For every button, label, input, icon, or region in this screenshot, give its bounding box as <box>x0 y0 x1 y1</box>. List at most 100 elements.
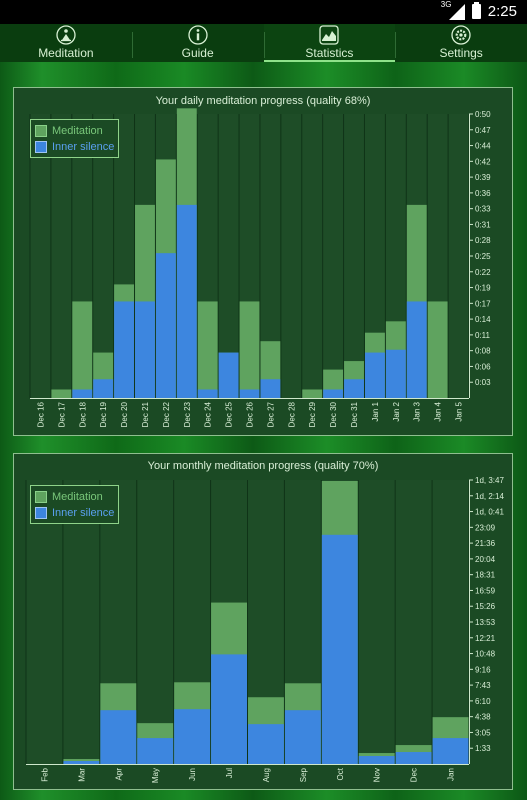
y-tick-label: 1:33 <box>475 744 491 753</box>
legend-swatch-inner-silence <box>35 141 47 153</box>
x-tick-label: Jan 1 <box>371 401 380 421</box>
x-tick-label: Jan 4 <box>434 401 443 421</box>
chart-legend: Meditation Inner silence <box>30 485 120 524</box>
tab-label: Guide <box>181 46 214 60</box>
y-tick-label: 0:39 <box>475 173 491 182</box>
y-tick-label: 10:48 <box>475 650 496 659</box>
x-tick-label: Aug <box>262 768 271 782</box>
bar-inner-silence <box>93 379 114 398</box>
y-tick-label: 0:44 <box>475 142 491 151</box>
x-tick-label: Dec 21 <box>141 401 150 427</box>
bar-inner-silence <box>211 654 247 764</box>
bar-inner-silence <box>358 756 395 764</box>
y-tick-label: 0:31 <box>475 220 491 229</box>
status-time: 2:25 <box>487 2 517 20</box>
x-tick-label: Dec 22 <box>162 401 171 427</box>
legend-swatch-inner-silence <box>35 507 47 519</box>
gear-icon <box>451 25 471 45</box>
x-tick-label: Feb <box>40 767 49 781</box>
legend-item-inner-silence: Inner silence <box>35 505 114 521</box>
y-tick-label: 15:26 <box>475 602 496 611</box>
y-tick-label: 0:14 <box>475 315 491 324</box>
y-tick-label: 0:03 <box>475 378 491 387</box>
x-tick-label: Dec 31 <box>350 401 359 427</box>
bar-meditation <box>302 389 323 398</box>
bar-inner-silence <box>174 709 211 764</box>
y-tick-label: 6:10 <box>475 697 491 706</box>
x-tick-label: Dec 25 <box>225 401 234 427</box>
y-tick-label: 9:16 <box>475 665 491 674</box>
network-type: 3G <box>440 0 452 9</box>
y-tick-label: 1d, 0:41 <box>475 508 504 517</box>
tab-statistics[interactable]: Statistics <box>263 24 396 62</box>
bar-inner-silence <box>100 710 137 764</box>
bar-inner-silence <box>239 389 260 398</box>
bar-inner-silence <box>385 349 406 398</box>
legend-item-meditation: Meditation <box>35 489 114 505</box>
y-tick-label: 7:43 <box>475 681 491 690</box>
y-tick-label: 4:38 <box>475 713 491 722</box>
monthly-chart: 1:33 3:05 4:38 6:10 7:43 9:16 10:48 12:21 13:53 1… <box>25 476 504 783</box>
tab-settings[interactable]: Settings <box>395 24 527 62</box>
x-tick-label: Dec 30 <box>329 401 338 427</box>
bar-inner-silence <box>155 253 176 398</box>
x-tick-label: Oct <box>336 767 345 780</box>
chart-legend: Meditation Inner silence <box>30 119 120 158</box>
x-tick-label: Jan 3 <box>413 401 422 421</box>
daily-progress-panel: Your daily meditation progress (quality … <box>13 87 513 436</box>
bar-inner-silence <box>432 738 469 764</box>
y-tick-label: 0:33 <box>475 205 491 214</box>
y-tick-label: 0:50 <box>475 110 491 119</box>
x-tick-label: Dec 19 <box>99 401 108 427</box>
bar-inner-silence <box>176 204 197 398</box>
x-tick-label: Dec 24 <box>204 401 213 427</box>
x-tick-label: Dec 16 <box>36 401 45 427</box>
legend-swatch-meditation <box>35 491 47 503</box>
y-tick-label: 18:31 <box>475 571 496 580</box>
y-tick-label: 1d, 3:47 <box>475 476 504 485</box>
tab-label: Statistics <box>305 46 354 60</box>
x-tick-label: Jan 2 <box>392 401 401 421</box>
y-tick-label: 0:08 <box>475 347 491 356</box>
y-tick-label: 12:21 <box>475 634 496 643</box>
legend-label: Meditation <box>52 491 103 503</box>
bar-inner-silence <box>135 301 155 398</box>
signal-icon: 3G <box>441 0 465 20</box>
y-tick-label: 0:17 <box>475 299 491 308</box>
x-tick-label: Dec 26 <box>246 401 255 427</box>
x-tick-label: Mar <box>77 768 86 782</box>
x-tick-label: Dec 18 <box>78 401 87 427</box>
tab-label: Meditation <box>38 46 94 60</box>
x-tick-label: Dec 28 <box>287 401 296 427</box>
y-tick-label: 0:19 <box>475 284 491 293</box>
x-tick-label: Dec 20 <box>120 401 129 427</box>
y-tick-label: 1d, 2:14 <box>475 492 504 501</box>
bar-inner-silence <box>63 761 100 764</box>
bar-inner-silence <box>72 389 93 398</box>
bar-meditation <box>51 389 72 398</box>
bar-meditation <box>239 301 260 398</box>
x-tick-label: Apr <box>114 768 123 781</box>
bar-inner-silence <box>323 389 344 398</box>
bar-inner-silence <box>260 379 281 398</box>
bar-inner-silence <box>197 389 218 398</box>
bar-inner-silence <box>284 710 321 764</box>
bar-inner-silence <box>248 724 284 764</box>
meditation-figure-icon <box>56 25 76 45</box>
y-tick-label: 13:53 <box>475 618 496 627</box>
x-tick-label: Jan <box>447 768 456 781</box>
x-tick-label: Jul <box>225 768 234 778</box>
bar-meditation <box>72 301 93 398</box>
x-tick-label: Dec 27 <box>266 401 275 427</box>
y-tick-label: 23:09 <box>475 523 496 532</box>
x-tick-label: Jun <box>188 768 197 781</box>
x-tick-label: Dec 23 <box>183 401 192 427</box>
x-tick-label: Jan 5 <box>455 401 464 421</box>
bar-inner-silence <box>321 534 358 764</box>
status-icons: 3G 2:25 <box>441 0 517 20</box>
x-tick-label: Sep <box>299 767 308 782</box>
tab-meditation[interactable]: Meditation <box>0 24 132 62</box>
tab-guide[interactable]: Guide <box>131 24 264 62</box>
battery-icon <box>471 1 481 19</box>
y-tick-label: 0:42 <box>475 157 491 166</box>
